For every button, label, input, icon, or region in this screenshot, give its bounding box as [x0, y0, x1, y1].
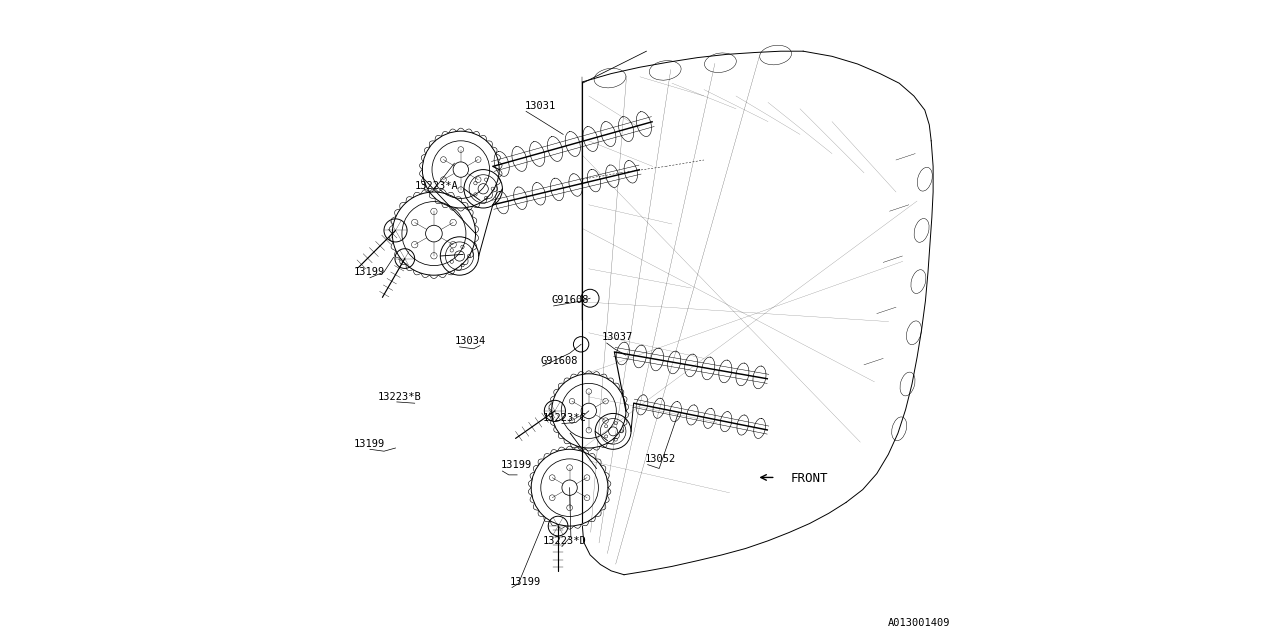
Text: 13052: 13052 [645, 454, 676, 464]
Text: G91608: G91608 [552, 296, 589, 305]
Text: 13199: 13199 [500, 461, 531, 470]
Text: 13034: 13034 [454, 337, 485, 346]
Text: 13223*C: 13223*C [543, 413, 586, 423]
Text: A013001409: A013001409 [888, 618, 950, 628]
Text: G91608: G91608 [540, 355, 579, 365]
Text: 13199: 13199 [509, 577, 540, 587]
Text: FRONT: FRONT [791, 472, 828, 484]
Text: 13199: 13199 [353, 439, 384, 449]
Text: 13223*A: 13223*A [415, 180, 458, 191]
Text: 13223*B: 13223*B [378, 392, 421, 402]
Text: 13037: 13037 [602, 332, 632, 342]
Text: 13199: 13199 [353, 268, 384, 277]
Text: 13223*D: 13223*D [543, 536, 586, 546]
Text: 13031: 13031 [525, 101, 556, 111]
